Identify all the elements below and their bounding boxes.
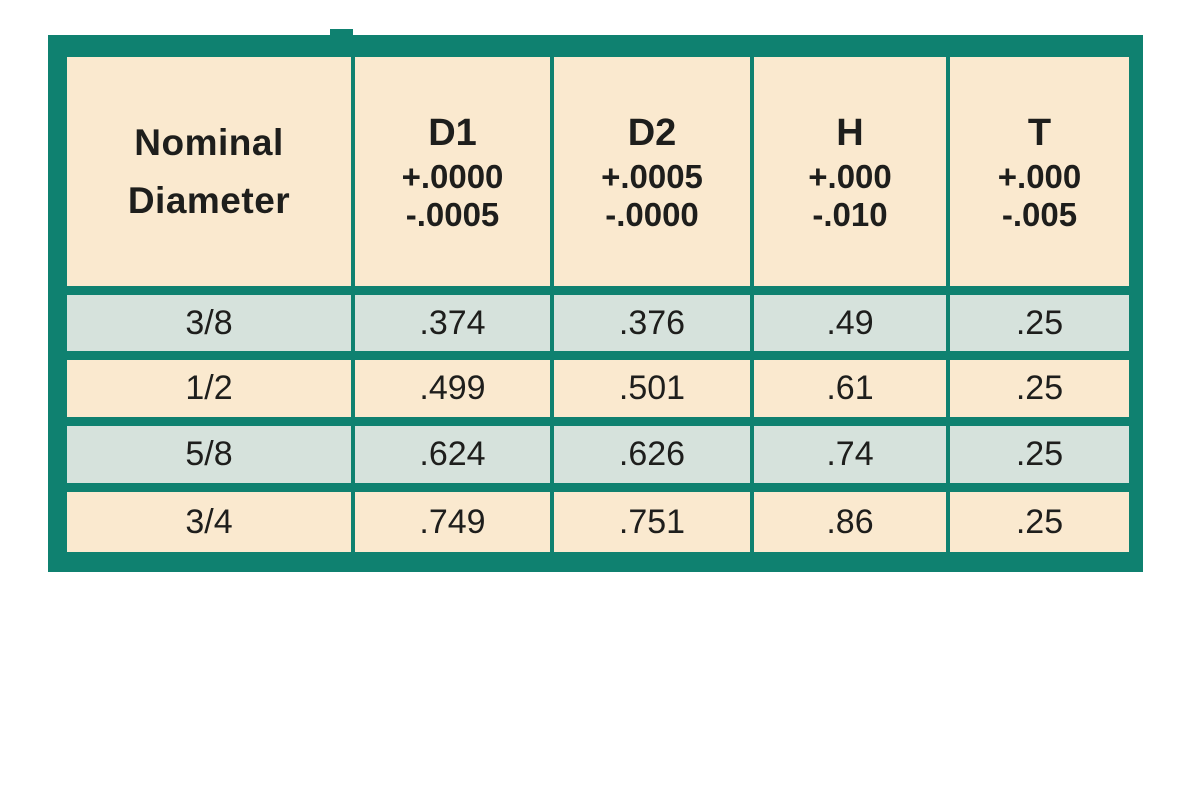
row-0-t-value: .25 xyxy=(950,295,1129,351)
row-3-t-value: .25 xyxy=(950,492,1129,552)
row-1-d1-value: .499 xyxy=(355,360,550,417)
header-d1-plus-tolerance: +.0000 xyxy=(401,158,504,196)
row-2-t-value: .25 xyxy=(950,426,1129,483)
header-cell-nominal-diameter: Nominal Diameter xyxy=(67,57,351,286)
row-1-d2-value: .501 xyxy=(554,360,750,417)
header-d1-symbol: D1 xyxy=(428,111,477,154)
row-1-h-value: .61 xyxy=(754,360,946,417)
header-d2-minus-tolerance: -.0000 xyxy=(605,196,699,234)
header-cell-t: T +.000 -.005 xyxy=(950,57,1129,286)
header-t-plus-tolerance: +.000 xyxy=(997,158,1082,196)
table-top-tab-artifact xyxy=(330,29,353,37)
row-0-nominal: 3/8 xyxy=(67,295,351,351)
tolerance-spec-table: Nominal Diameter D1 +.0000 -.0005 D2 +.0… xyxy=(48,35,1143,572)
header-nominal-line2: Diameter xyxy=(127,179,291,221)
row-0-d1-value: .374 xyxy=(355,295,550,351)
header-d1-minus-tolerance: -.0005 xyxy=(405,196,500,234)
header-cell-h: H +.000 -.010 xyxy=(754,57,946,286)
row-3-h-value: .86 xyxy=(754,492,946,552)
header-t-minus-tolerance: -.005 xyxy=(1001,196,1078,234)
header-h-symbol: H xyxy=(836,111,864,154)
row-3-d2-value: .751 xyxy=(554,492,750,552)
header-cell-d1: D1 +.0000 -.0005 xyxy=(355,57,550,286)
row-3-d1-value: .749 xyxy=(355,492,550,552)
row-2-d1-value: .624 xyxy=(355,426,550,483)
row-2-h-value: .74 xyxy=(754,426,946,483)
table-grid: Nominal Diameter D1 +.0000 -.0005 D2 +.0… xyxy=(67,57,1129,552)
row-1-nominal: 1/2 xyxy=(67,360,351,417)
row-2-nominal: 5/8 xyxy=(67,426,351,483)
header-h-plus-tolerance: +.000 xyxy=(808,158,892,196)
header-d2-plus-tolerance: +.0005 xyxy=(601,158,703,196)
row-0-h-value: .49 xyxy=(754,295,946,351)
header-nominal-line1: Nominal xyxy=(134,122,284,164)
header-d2-symbol: D2 xyxy=(627,111,677,154)
row-2-d2-value: .626 xyxy=(554,426,750,483)
header-cell-d2: D2 +.0005 -.0000 xyxy=(554,57,750,286)
row-1-t-value: .25 xyxy=(950,360,1129,417)
row-0-d2-value: .376 xyxy=(554,295,750,351)
header-h-minus-tolerance: -.010 xyxy=(812,196,888,234)
header-t-symbol: T xyxy=(1027,111,1052,154)
row-3-nominal: 3/4 xyxy=(67,492,351,552)
